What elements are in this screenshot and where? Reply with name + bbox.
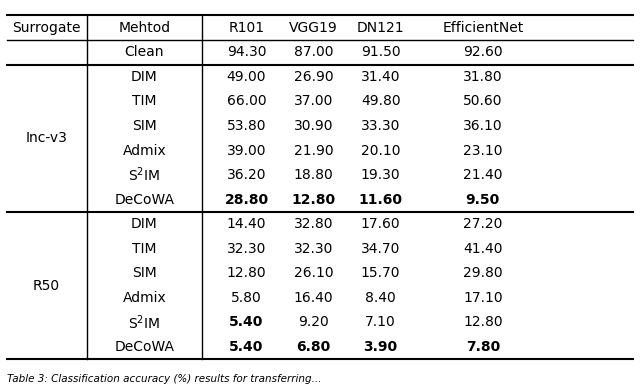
Text: 26.10: 26.10 — [294, 266, 333, 280]
Text: 12.80: 12.80 — [292, 193, 335, 207]
Text: 33.30: 33.30 — [361, 119, 401, 133]
Text: 19.30: 19.30 — [361, 168, 401, 182]
Text: 94.30: 94.30 — [227, 45, 266, 59]
Text: R50: R50 — [33, 279, 60, 293]
Text: 66.00: 66.00 — [227, 94, 266, 108]
Text: 17.10: 17.10 — [463, 291, 502, 305]
Text: 12.80: 12.80 — [227, 266, 266, 280]
Text: Table 3: Classification accuracy (%) results for transferring...: Table 3: Classification accuracy (%) res… — [7, 374, 321, 384]
Text: 5.40: 5.40 — [229, 340, 264, 354]
Text: 34.70: 34.70 — [361, 242, 401, 256]
Text: SIM: SIM — [132, 119, 157, 133]
Text: 5.80: 5.80 — [231, 291, 262, 305]
Text: DeCoWA: DeCoWA — [115, 193, 174, 207]
Text: VGG19: VGG19 — [289, 21, 338, 35]
Text: DN121: DN121 — [357, 21, 404, 35]
Text: 37.00: 37.00 — [294, 94, 333, 108]
Text: 6.80: 6.80 — [296, 340, 331, 354]
Text: 21.90: 21.90 — [294, 144, 333, 157]
Text: DIM: DIM — [131, 70, 157, 84]
Text: SIM: SIM — [132, 266, 157, 280]
Text: 12.80: 12.80 — [463, 315, 502, 329]
Text: R101: R101 — [228, 21, 264, 35]
Text: 26.90: 26.90 — [294, 70, 333, 84]
Text: 91.50: 91.50 — [361, 45, 401, 59]
Text: DIM: DIM — [131, 217, 157, 231]
Text: 41.40: 41.40 — [463, 242, 502, 256]
Text: 15.70: 15.70 — [361, 266, 401, 280]
Text: Admix: Admix — [122, 291, 166, 305]
Text: 11.60: 11.60 — [358, 193, 403, 207]
Text: 36.20: 36.20 — [227, 168, 266, 182]
Text: 50.60: 50.60 — [463, 94, 502, 108]
Text: 9.50: 9.50 — [466, 193, 500, 207]
Text: 53.80: 53.80 — [227, 119, 266, 133]
Text: 32.30: 32.30 — [227, 242, 266, 256]
Text: Admix: Admix — [122, 144, 166, 157]
Text: 16.40: 16.40 — [294, 291, 333, 305]
Text: 29.80: 29.80 — [463, 266, 502, 280]
Text: 28.80: 28.80 — [225, 193, 269, 207]
Text: 49.00: 49.00 — [227, 70, 266, 84]
Text: 32.30: 32.30 — [294, 242, 333, 256]
Text: 31.80: 31.80 — [463, 70, 502, 84]
Text: 30.90: 30.90 — [294, 119, 333, 133]
Text: Mehtod: Mehtod — [118, 21, 170, 35]
Text: 23.10: 23.10 — [463, 144, 502, 157]
Text: 87.00: 87.00 — [294, 45, 333, 59]
Text: 32.80: 32.80 — [294, 217, 333, 231]
Text: TIM: TIM — [132, 242, 157, 256]
Text: 17.60: 17.60 — [361, 217, 401, 231]
Text: 8.40: 8.40 — [365, 291, 396, 305]
Text: 14.40: 14.40 — [227, 217, 266, 231]
Text: 49.80: 49.80 — [361, 94, 401, 108]
Text: TIM: TIM — [132, 94, 157, 108]
Text: 21.40: 21.40 — [463, 168, 502, 182]
Text: 20.10: 20.10 — [361, 144, 401, 157]
Text: 27.20: 27.20 — [463, 217, 502, 231]
Text: 3.90: 3.90 — [364, 340, 397, 354]
Text: 5.40: 5.40 — [229, 315, 264, 329]
Text: 7.80: 7.80 — [466, 340, 500, 354]
Text: DeCoWA: DeCoWA — [115, 340, 174, 354]
Text: 36.10: 36.10 — [463, 119, 502, 133]
Text: S$^2$IM: S$^2$IM — [128, 313, 161, 332]
Text: EfficientNet: EfficientNet — [442, 21, 524, 35]
Text: Clean: Clean — [125, 45, 164, 59]
Text: 9.20: 9.20 — [298, 315, 329, 329]
Text: Surrogate: Surrogate — [12, 21, 81, 35]
Text: 31.40: 31.40 — [361, 70, 401, 84]
Text: 92.60: 92.60 — [463, 45, 502, 59]
Text: S$^2$IM: S$^2$IM — [128, 166, 161, 184]
Text: Inc-v3: Inc-v3 — [26, 131, 68, 145]
Text: 39.00: 39.00 — [227, 144, 266, 157]
Text: 7.10: 7.10 — [365, 315, 396, 329]
Text: 18.80: 18.80 — [294, 168, 333, 182]
